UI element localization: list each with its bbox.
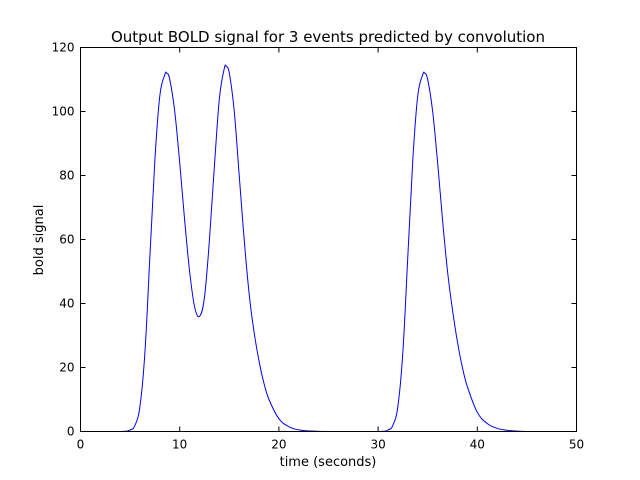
y-tick-label: 60 bbox=[59, 233, 74, 247]
x-tick-label: 10 bbox=[172, 438, 187, 452]
y-tick-label: 100 bbox=[52, 105, 75, 119]
y-tick-label: 20 bbox=[59, 361, 74, 375]
x-tick-label: 40 bbox=[470, 438, 485, 452]
x-tick-label: 20 bbox=[271, 438, 286, 452]
chart-title: Output BOLD signal for 3 events predicte… bbox=[111, 28, 545, 46]
x-axis-label: time (seconds) bbox=[280, 455, 377, 470]
y-tick-label: 80 bbox=[59, 169, 74, 183]
x-tick-label: 0 bbox=[77, 438, 85, 452]
y-tick-label: 0 bbox=[67, 425, 75, 439]
x-tick-label: 30 bbox=[370, 438, 385, 452]
y-tick-label: 120 bbox=[52, 41, 75, 55]
y-tick-label: 40 bbox=[59, 297, 74, 311]
x-tick-label: 50 bbox=[569, 438, 584, 452]
y-axis-label: bold signal bbox=[32, 205, 47, 276]
